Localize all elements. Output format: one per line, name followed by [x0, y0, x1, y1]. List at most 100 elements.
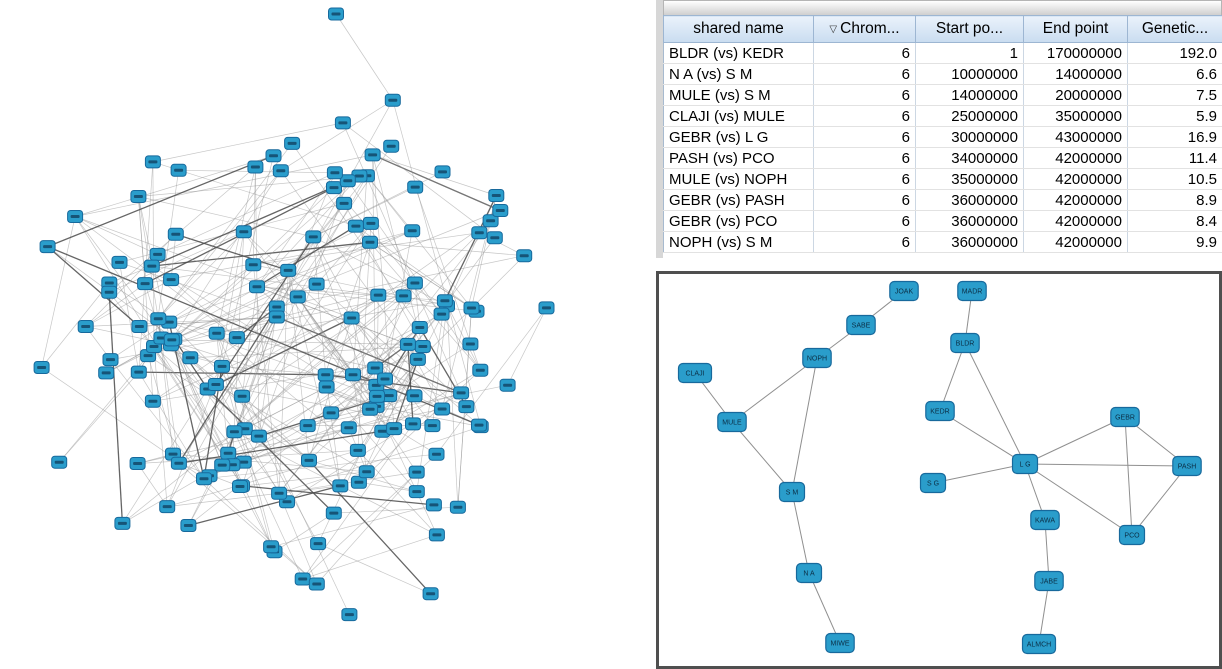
network-edge[interactable] [171, 339, 223, 466]
network-edge[interactable] [355, 225, 481, 371]
cell-value[interactable]: 25000000 [915, 105, 1024, 127]
table-row[interactable]: MULE (vs) NOPH 6 35000000 42000000 10.5 [663, 168, 1222, 190]
column-header-chrom[interactable]: ▽ Chrom... [813, 15, 916, 43]
network-edge[interactable] [274, 512, 334, 552]
network-node[interactable] [463, 301, 480, 315]
table-row[interactable]: GEBR (vs) PASH 6 36000000 42000000 8.9 [663, 189, 1222, 211]
node-sabe[interactable]: SABE [846, 314, 876, 336]
network-node[interactable] [395, 289, 412, 303]
network-node[interactable] [265, 149, 282, 163]
network-node[interactable] [399, 337, 416, 351]
network-node[interactable] [406, 276, 423, 290]
network-edge[interactable] [108, 292, 124, 524]
network-node[interactable] [406, 389, 423, 403]
network-node[interactable] [336, 196, 353, 210]
network-node[interactable] [408, 465, 425, 479]
network-edge[interactable] [216, 166, 256, 334]
cell-value[interactable]: 8.4 [1127, 210, 1222, 232]
network-node[interactable] [433, 307, 450, 321]
network-edge[interactable] [278, 426, 481, 494]
edge-l-g-pash[interactable] [1024, 463, 1188, 467]
node-claji[interactable]: CLAJI [677, 362, 713, 384]
network-node[interactable] [226, 425, 243, 439]
network-node[interactable] [299, 419, 316, 433]
network-node[interactable] [163, 273, 180, 287]
network-edge[interactable] [278, 270, 289, 494]
network-edge[interactable] [75, 154, 373, 217]
network-node[interactable] [280, 263, 297, 277]
edge-kedr-l-g[interactable] [939, 410, 1026, 465]
edge-jabe-almch[interactable] [1038, 580, 1050, 645]
network-node[interactable] [384, 93, 401, 107]
network-edge[interactable] [351, 317, 443, 410]
network-node[interactable] [268, 300, 285, 314]
cell-value[interactable]: 6 [813, 210, 916, 232]
cell-value[interactable]: 6 [813, 168, 916, 190]
network-edge[interactable] [276, 172, 336, 318]
network-edge[interactable] [174, 175, 360, 340]
network-edge[interactable] [372, 154, 497, 196]
edge-l-g-pco[interactable] [1024, 463, 1133, 536]
network-edge[interactable] [203, 453, 437, 480]
network-node[interactable] [362, 402, 379, 416]
network-edge[interactable] [471, 195, 497, 309]
network-node[interactable] [370, 288, 387, 302]
network-node[interactable] [408, 485, 425, 499]
network-node[interactable] [143, 259, 160, 273]
network-edge[interactable] [152, 161, 357, 227]
network-node[interactable] [150, 312, 167, 326]
network-node[interactable] [453, 386, 470, 400]
network-edge[interactable] [47, 246, 140, 327]
network-node[interactable] [362, 235, 378, 249]
network-node[interactable] [350, 475, 367, 489]
network-edge[interactable] [358, 481, 417, 492]
node-almch[interactable]: ALMCH [1021, 633, 1057, 655]
edge-noph-mule[interactable] [731, 357, 818, 423]
network-edge[interactable] [308, 459, 432, 595]
network-edge[interactable] [444, 300, 481, 371]
network-edge[interactable] [333, 187, 442, 315]
network-node[interactable] [341, 608, 358, 622]
network-edge[interactable] [158, 170, 282, 319]
network-node[interactable] [77, 320, 94, 333]
cell-shared-name[interactable]: GEBR (vs) PASH [663, 189, 814, 211]
network-node[interactable] [167, 227, 184, 241]
cell-value[interactable]: 6 [813, 105, 916, 127]
network-edge[interactable] [138, 175, 367, 197]
table-row[interactable]: GEBR (vs) L G 6 30000000 43000000 16.9 [663, 126, 1222, 148]
network-edge[interactable] [507, 307, 547, 386]
network-edge[interactable] [216, 333, 359, 451]
network-node[interactable] [235, 225, 252, 239]
network-node[interactable] [428, 528, 445, 542]
network-edge[interactable] [252, 166, 256, 265]
network-node[interactable] [499, 378, 516, 392]
network-node[interactable] [102, 353, 119, 367]
cell-value[interactable]: 35000000 [1023, 105, 1128, 127]
network-node[interactable] [245, 258, 262, 272]
network-node[interactable] [308, 577, 325, 591]
edge-s-g-l-g[interactable] [932, 463, 1026, 484]
network-edge[interactable] [392, 100, 482, 427]
cell-value[interactable]: 6 [813, 42, 916, 64]
network-node[interactable] [272, 164, 289, 178]
node-madr[interactable]: MADR [957, 280, 987, 302]
network-edge[interactable] [271, 504, 434, 548]
network-node[interactable] [422, 587, 439, 601]
network-edge[interactable] [215, 231, 245, 385]
cell-value[interactable]: 36000000 [915, 231, 1024, 253]
network-edge[interactable] [357, 359, 419, 451]
network-node[interactable] [137, 277, 154, 291]
network-node[interactable] [367, 361, 384, 375]
cell-value[interactable]: 6 [813, 126, 916, 148]
network-node[interactable] [144, 155, 161, 169]
network-edge[interactable] [138, 371, 326, 376]
network-node[interactable] [482, 214, 499, 228]
cell-value[interactable]: 170000000 [1023, 42, 1128, 64]
network-node[interactable] [250, 429, 267, 443]
network-edge[interactable] [276, 316, 462, 394]
cell-value[interactable]: 42000000 [1023, 147, 1128, 169]
network-node[interactable] [409, 352, 426, 366]
network-node[interactable] [318, 380, 335, 394]
network-node[interactable] [180, 519, 197, 532]
network-node[interactable] [263, 540, 280, 554]
